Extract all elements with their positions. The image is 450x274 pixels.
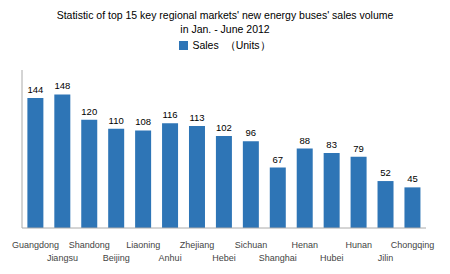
svg-text:67: 67: [272, 154, 283, 165]
svg-text:Anhui: Anhui: [159, 253, 182, 263]
svg-text:120: 120: [81, 106, 97, 117]
svg-text:148: 148: [54, 80, 70, 91]
svg-text:108: 108: [135, 116, 151, 127]
svg-text:110: 110: [109, 115, 124, 126]
svg-text:Liaoning: Liaoning: [126, 240, 160, 250]
svg-text:Hebei: Hebei: [212, 253, 236, 263]
svg-text:Chongqing: Chongqing: [391, 240, 435, 250]
html-text:in Jan. - June 2012: in Jan. - June 2012: [180, 23, 270, 35]
svg-text:Shanghai: Shanghai: [259, 253, 297, 263]
svg-text:Jiangsu: Jiangsu: [47, 253, 78, 263]
svg-text:79: 79: [353, 143, 364, 154]
svg-text:45: 45: [407, 173, 418, 184]
svg-text:Shandong: Shandong: [69, 240, 110, 250]
svg-text:Sichuan: Sichuan: [235, 240, 268, 250]
svg-text:Henan: Henan: [292, 240, 319, 250]
svg-text:Beijing: Beijing: [103, 253, 130, 263]
svg-text:Jilin: Jilin: [378, 253, 394, 263]
svg-text:Zhejiang: Zhejiang: [180, 240, 215, 250]
svg-text:113: 113: [189, 112, 204, 123]
html-text:（Units）: （Units）: [224, 39, 271, 51]
svg-text:116: 116: [162, 109, 177, 120]
svg-text:88: 88: [299, 135, 310, 146]
svg-text:Guangdong: Guangdong: [12, 240, 59, 250]
svg-text:Hubei: Hubei: [320, 253, 344, 263]
svg-text:96: 96: [246, 127, 257, 138]
svg-text:83: 83: [326, 139, 337, 150]
svg-text:144: 144: [27, 84, 43, 95]
svg-text:102: 102: [216, 122, 232, 133]
html-text:Statistic of top 15 key region: Statistic of top 15 key regional markets…: [56, 9, 394, 21]
html-text:Sales: Sales: [192, 39, 219, 51]
svg-text:52: 52: [380, 167, 391, 178]
svg-text:Hunan: Hunan: [345, 240, 372, 250]
